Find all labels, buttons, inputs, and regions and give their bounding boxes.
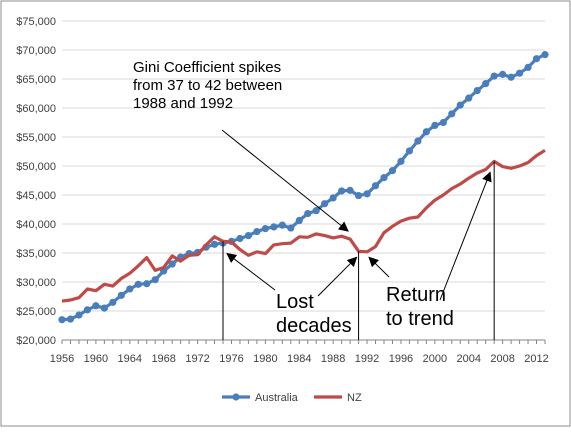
data-point-australia [143,280,151,288]
x-tick-label: 1980 [253,353,277,365]
gini-annotation: Gini Coefficient spikes from 37 to 42 bet… [133,59,282,112]
data-point-australia [210,240,219,248]
data-point-australia [499,70,507,78]
x-tick-label: 2012 [524,353,548,365]
y-tick-label: $25,000 [16,306,56,318]
x-tick-label: 1972 [185,353,209,365]
data-point-australia [524,63,532,71]
data-point-australia [532,55,541,63]
data-point-australia [473,87,481,95]
data-point-australia [507,73,515,81]
data-point-australia [117,291,125,299]
data-point-australia [448,110,456,118]
data-point-australia [92,302,100,310]
data-point-australia [109,298,117,306]
data-point-australia [431,121,439,129]
data-point-australia [465,94,473,102]
legend-label-australia: Australia [255,392,299,404]
data-point-australia [346,186,354,194]
y-tick-label: $30,000 [16,277,56,289]
data-point-australia [422,128,430,136]
gini-arrow [221,129,349,232]
series-line-nz [61,148,546,303]
data-point-australia [168,260,176,268]
data-point-australia [388,167,397,175]
return-arrow-right [439,171,492,301]
data-point-australia [304,209,312,218]
data-point-australia [66,315,75,323]
data-point-australia [236,234,244,243]
data-point-australia [354,191,363,200]
y-tick-label: $75,000 [16,16,56,28]
x-tick-label: 2004 [456,353,480,365]
data-point-australia [253,227,261,236]
data-point-australia [515,69,524,77]
y-tick-label: $45,000 [16,190,56,202]
lost-decades-arrow-right [317,256,358,297]
data-point-australia [75,311,83,319]
data-point-australia [490,72,498,80]
x-tick-label: 2008 [490,353,514,365]
x-tick-label: 1996 [389,353,413,365]
data-point-australia [287,224,295,232]
legend-marker-australia [232,393,240,401]
x-tick-label: 1956 [50,353,74,365]
data-point-australia [321,200,329,208]
y-tick-label: $20,000 [16,335,56,347]
data-point-australia [312,207,320,215]
data-point-australia [397,157,405,165]
series-line-australia [61,53,546,322]
y-tick-label: $65,000 [16,74,56,86]
data-point-australia [405,147,414,155]
x-tick-label: 1964 [118,353,142,365]
data-point-australia [338,187,346,195]
x-tick-label: 1976 [219,353,243,365]
data-point-australia [261,225,269,233]
return-to-trend-annotation: Return to trend [386,284,454,330]
data-point-australia [270,223,278,231]
x-tick-label: 1992 [355,353,379,365]
data-point-australia [371,182,380,190]
data-point-australia [151,276,159,284]
x-tick-label: 1960 [84,353,108,365]
data-point-australia [100,304,108,312]
legend-label-nz: NZ [347,392,362,404]
x-tick-label: 1968 [151,353,175,365]
data-point-australia [541,51,549,59]
data-point-australia [414,137,422,145]
data-point-australia [456,101,464,109]
data-point-australia [295,216,303,225]
data-point-australia [58,316,66,324]
lost-decades-annotation: Lost decades [276,291,352,337]
y-tick-label: $40,000 [16,219,56,231]
data-point-australia [244,232,253,240]
x-tick-label: 1988 [321,353,345,365]
y-tick-label: $60,000 [16,103,56,115]
x-tick-label: 2000 [423,353,447,365]
data-point-australia [278,221,286,229]
return-arrow-left [368,256,390,278]
data-point-australia [482,80,490,88]
data-point-australia [380,174,388,182]
y-tick-label: $70,000 [16,45,56,57]
lost-decades-arrow-left [226,252,276,291]
y-tick-label: $50,000 [16,161,56,173]
x-tick-label: 1984 [287,353,311,365]
data-point-australia [439,118,447,127]
data-point-australia [134,280,142,288]
data-point-australia [126,285,134,293]
y-tick-label: $55,000 [16,132,56,144]
data-point-australia [329,194,337,202]
data-point-australia [363,190,371,198]
data-point-australia [83,306,92,314]
y-tick-label: $35,000 [16,248,56,260]
